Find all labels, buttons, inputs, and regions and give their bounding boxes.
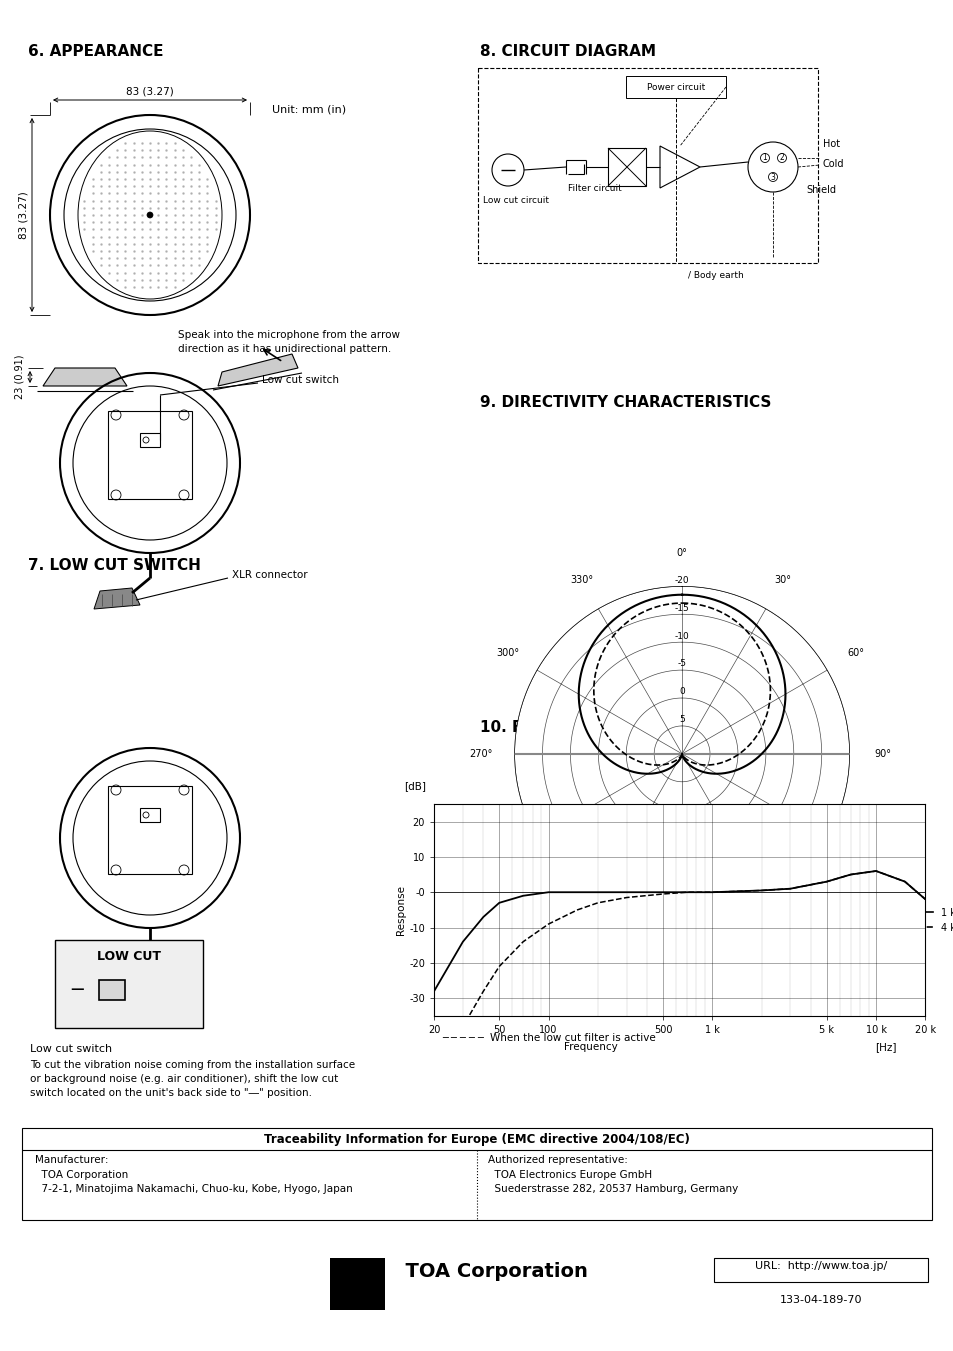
Text: 180°: 180° — [670, 950, 693, 961]
Text: 3: 3 — [770, 173, 775, 181]
Bar — [108, 786, 192, 874]
Text: direction as it has unidirectional pattern.: direction as it has unidirectional patte… — [178, 345, 391, 354]
Text: 300°: 300° — [496, 648, 519, 658]
Bar — [99, 979, 125, 1000]
Y-axis label: Response: Response — [396, 885, 406, 935]
Polygon shape — [218, 354, 297, 386]
Bar — [55, 940, 203, 1028]
Text: switch located on the unit's back side to "―" position.: switch located on the unit's back side t… — [30, 1088, 312, 1098]
Polygon shape — [332, 1262, 359, 1308]
Text: 2: 2 — [779, 154, 783, 162]
Text: -20: -20 — [674, 576, 689, 585]
Text: Filter circuit: Filter circuit — [567, 184, 621, 193]
Text: 5: 5 — [679, 715, 684, 724]
Text: 270°: 270° — [469, 748, 493, 759]
Bar — [22, 1128, 931, 1220]
Text: 330°: 330° — [570, 574, 593, 585]
Text: Unit: mm (in): Unit: mm (in) — [272, 105, 346, 115]
Text: 7-2-1, Minatojima Nakamachi, Chuo-ku, Kobe, Hyogo, Japan: 7-2-1, Minatojima Nakamachi, Chuo-ku, Ko… — [35, 1183, 353, 1194]
Text: ─ ─ ─ ─ ─: ─ ─ ─ ─ ─ — [441, 1034, 483, 1043]
Text: or background noise (e.g. air conditioner), shift the low cut: or background noise (e.g. air conditione… — [30, 1074, 338, 1084]
Text: Speak into the microphone from the arrow: Speak into the microphone from the arrow — [178, 330, 399, 340]
Text: 30°: 30° — [773, 574, 790, 585]
Bar — [607, 149, 645, 186]
Circle shape — [147, 212, 152, 218]
Text: Low cut switch: Low cut switch — [262, 376, 338, 385]
Text: [Hz]: [Hz] — [875, 1042, 896, 1052]
Text: -15: -15 — [674, 604, 689, 612]
Text: ─: ─ — [71, 981, 83, 1000]
Bar — [108, 411, 192, 499]
Text: Shield: Shield — [805, 185, 835, 195]
Text: Authorized representative:: Authorized representative: — [488, 1155, 627, 1165]
Text: TOA Corporation: TOA Corporation — [35, 1170, 128, 1179]
Text: 90°: 90° — [874, 748, 891, 759]
Text: Suederstrasse 282, 20537 Hamburg, Germany: Suederstrasse 282, 20537 Hamburg, German… — [488, 1183, 738, 1194]
Bar — [713, 1258, 927, 1282]
Text: / Body earth: / Body earth — [687, 272, 743, 280]
Text: URL:  http://www.toa.jp/: URL: http://www.toa.jp/ — [754, 1260, 886, 1271]
Text: Power circuit: Power circuit — [646, 82, 704, 92]
Text: 150°: 150° — [770, 923, 794, 934]
Text: Hot: Hot — [822, 139, 840, 149]
Text: 23 (0.91): 23 (0.91) — [15, 355, 25, 400]
Text: 120°: 120° — [843, 850, 867, 859]
Text: 6. APPEARANCE: 6. APPEARANCE — [28, 45, 163, 59]
Text: When the low cut filter is active: When the low cut filter is active — [490, 1034, 655, 1043]
Bar — [140, 434, 160, 447]
Text: 133-04-189-70: 133-04-189-70 — [779, 1296, 862, 1305]
Text: 0: 0 — [679, 688, 684, 696]
Polygon shape — [43, 367, 127, 386]
Text: 8. CIRCUIT DIAGRAM: 8. CIRCUIT DIAGRAM — [479, 45, 656, 59]
Text: 0°: 0° — [676, 547, 687, 558]
Bar — [330, 1258, 385, 1310]
Text: 9. DIRECTIVITY CHARACTERISTICS: 9. DIRECTIVITY CHARACTERISTICS — [479, 394, 771, 409]
Text: 10. FREQUENCY RESPONSE: 10. FREQUENCY RESPONSE — [479, 720, 711, 735]
Text: Manufacturer:: Manufacturer: — [35, 1155, 109, 1165]
Text: -5: -5 — [677, 659, 686, 669]
Text: Frequency: Frequency — [564, 1042, 618, 1052]
Text: 1: 1 — [761, 154, 766, 162]
Polygon shape — [94, 588, 140, 609]
Bar — [477, 68, 817, 263]
Polygon shape — [352, 1282, 372, 1308]
Legend: 1 kHz, 4 kHz: 1 kHz, 4 kHz — [904, 904, 953, 936]
Text: Traceability Information for Europe (EMC directive 2004/108/EC): Traceability Information for Europe (EMC… — [264, 1133, 689, 1146]
Text: 83 (3.27): 83 (3.27) — [126, 86, 173, 97]
Text: 210°: 210° — [569, 923, 593, 934]
Text: 83 (3.27): 83 (3.27) — [19, 190, 29, 239]
Text: XLR connector: XLR connector — [232, 570, 307, 580]
Text: [dB]: [dB] — [404, 781, 426, 792]
Text: Low cut switch: Low cut switch — [30, 1044, 112, 1054]
Bar — [625, 76, 725, 99]
Text: 7. LOW CUT SWITCH: 7. LOW CUT SWITCH — [28, 558, 201, 573]
Text: TOA Electronics Europe GmbH: TOA Electronics Europe GmbH — [488, 1170, 652, 1179]
Text: LOW CUT: LOW CUT — [97, 950, 161, 963]
Bar — [140, 808, 160, 821]
Text: 240°: 240° — [496, 850, 519, 859]
Text: -10: -10 — [674, 631, 689, 640]
Text: 60°: 60° — [847, 648, 863, 658]
Text: Cold: Cold — [822, 159, 843, 169]
Text: TOA Corporation: TOA Corporation — [392, 1262, 587, 1281]
Text: Low cut circuit: Low cut circuit — [482, 196, 548, 205]
Text: To cut the vibration noise coming from the installation surface: To cut the vibration noise coming from t… — [30, 1061, 355, 1070]
